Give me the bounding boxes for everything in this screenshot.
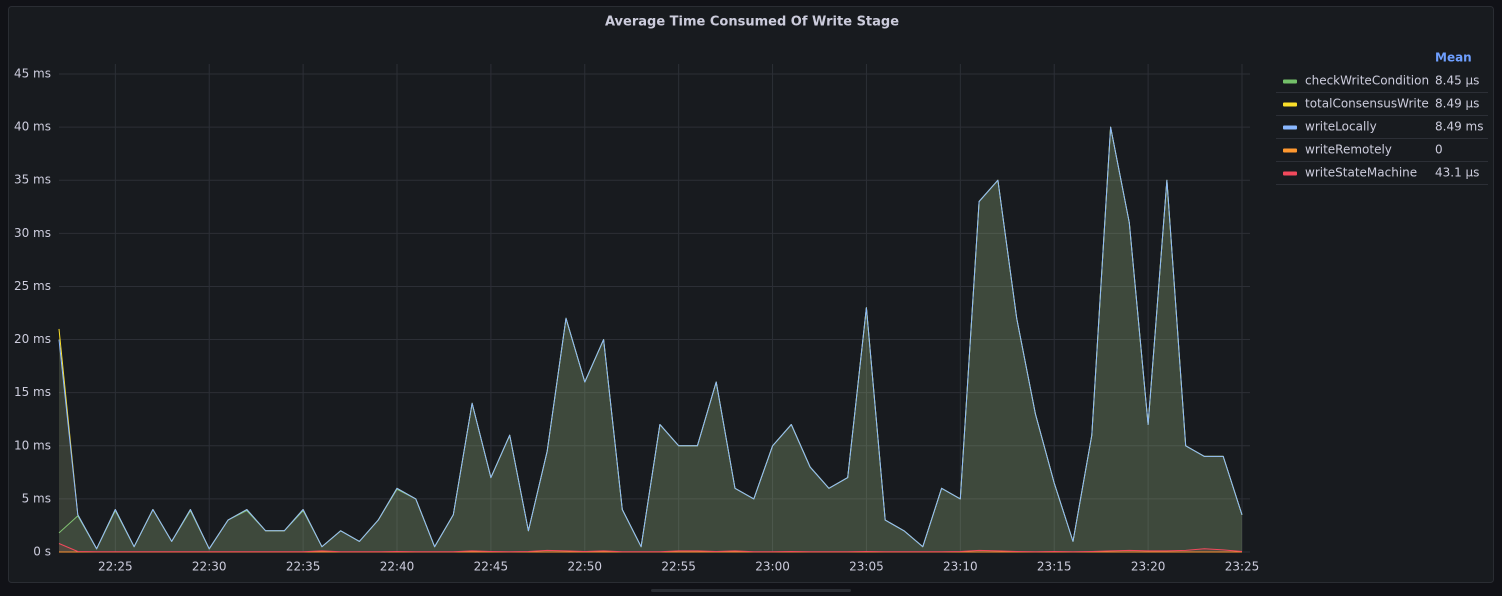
- scrollbar: [651, 589, 851, 592]
- legend-mean: 43.1 µs: [1435, 166, 1479, 180]
- y-tick-label: 15 ms: [14, 385, 51, 399]
- x-tick-label: 23:20: [1131, 560, 1166, 574]
- series-area: [59, 127, 1242, 552]
- legend-swatch: [1283, 79, 1297, 84]
- x-tick-label: 23:25: [1225, 560, 1260, 574]
- legend-header[interactable]: Mean: [1435, 51, 1472, 65]
- x-tick-label: 22:55: [661, 560, 696, 574]
- legend-label[interactable]: totalConsensusWrite: [1305, 97, 1429, 111]
- x-tick-label: 22:25: [98, 560, 133, 574]
- x-tick-label: 23:00: [755, 560, 790, 574]
- x-tick-label: 22:40: [380, 560, 415, 574]
- series-line: [58, 543, 1243, 553]
- y-tick-label: 30 ms: [14, 226, 51, 240]
- legend-mean: 8.49 µs: [1435, 97, 1479, 111]
- x-tick-label: 23:10: [943, 560, 978, 574]
- series-area: [59, 127, 1242, 552]
- chart-title: Average Time Consumed Of Write Stage: [605, 15, 899, 30]
- legend-swatch: [1283, 148, 1297, 153]
- legend-mean: 0: [1435, 143, 1443, 157]
- legend-mean: 8.45 µs: [1435, 74, 1479, 88]
- series-line: [58, 126, 1243, 550]
- legend-label[interactable]: writeRemotely: [1305, 143, 1392, 157]
- x-tick-label: 22:50: [567, 560, 602, 574]
- y-tick-label: 45 ms: [14, 67, 51, 81]
- x-tick-label: 23:05: [849, 560, 884, 574]
- legend-label[interactable]: checkWriteCondition: [1305, 74, 1429, 88]
- y-tick-label: 25 ms: [14, 279, 51, 293]
- legend-swatch: [1283, 125, 1297, 130]
- y-tick-label: 20 ms: [14, 332, 51, 346]
- legend-mean: 8.49 ms: [1435, 120, 1483, 134]
- x-tick-label: 22:35: [286, 560, 321, 574]
- x-tick-label: 22:45: [474, 560, 509, 574]
- legend-swatch: [1283, 102, 1297, 107]
- legend-swatch: [1283, 171, 1297, 176]
- series-area: [59, 127, 1242, 552]
- y-tick-label: 35 ms: [14, 173, 51, 187]
- y-tick-label: 5 ms: [22, 491, 51, 505]
- panel: [8, 6, 1494, 583]
- y-tick-label: 10 ms: [14, 438, 51, 452]
- legend-label[interactable]: writeLocally: [1305, 120, 1377, 134]
- y-tick-label: 0 s: [33, 545, 51, 559]
- series-area: [59, 543, 1242, 552]
- legend-label[interactable]: writeStateMachine: [1305, 166, 1417, 180]
- x-tick-label: 23:15: [1037, 560, 1072, 574]
- y-tick-label: 40 ms: [14, 120, 51, 134]
- x-tick-label: 22:30: [192, 560, 227, 574]
